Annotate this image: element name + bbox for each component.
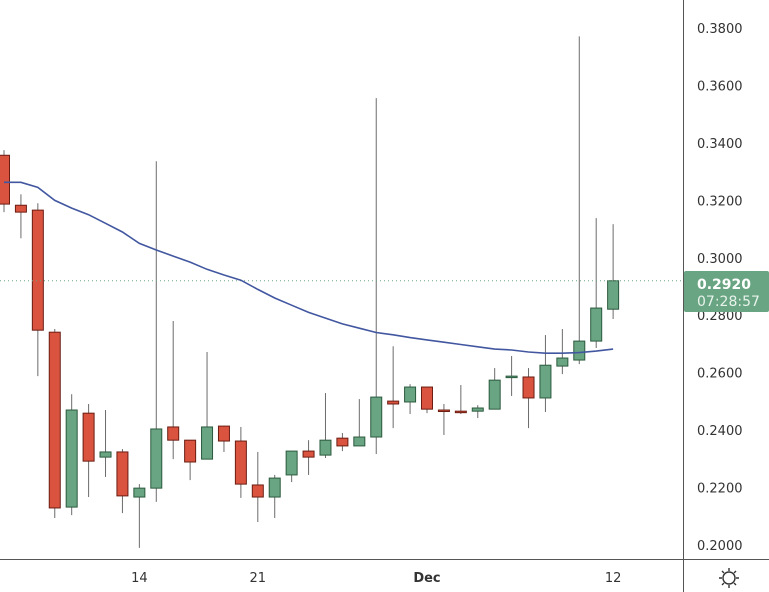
candle-body bbox=[471, 407, 484, 412]
candle-body bbox=[234, 440, 247, 485]
price-tick-label: 0.3400 bbox=[697, 137, 743, 152]
candle bbox=[65, 394, 78, 516]
candle-body bbox=[184, 439, 197, 463]
price-tick-label: 0.3000 bbox=[697, 252, 743, 267]
time-tick-label: 12 bbox=[605, 571, 622, 586]
candle bbox=[234, 426, 247, 498]
price-tick-label: 0.2200 bbox=[697, 482, 743, 497]
candle bbox=[133, 484, 146, 548]
candle bbox=[217, 425, 230, 452]
price-tick-label: 0.2400 bbox=[697, 424, 743, 439]
candle bbox=[556, 329, 569, 375]
candle-body bbox=[217, 425, 230, 442]
candle bbox=[505, 356, 518, 396]
candle bbox=[607, 224, 620, 319]
candle bbox=[522, 368, 535, 429]
candle bbox=[353, 399, 366, 447]
candle-body bbox=[285, 450, 298, 476]
candle-body bbox=[573, 340, 586, 361]
candle-body bbox=[251, 484, 264, 498]
candle-body bbox=[14, 204, 27, 213]
candle bbox=[471, 405, 484, 419]
candle-body bbox=[99, 451, 112, 458]
candle bbox=[539, 335, 552, 413]
candle bbox=[454, 385, 467, 415]
last-price-badge: 0.2920 07:28:57 bbox=[684, 271, 769, 312]
candle bbox=[285, 450, 298, 483]
candle-body bbox=[65, 409, 78, 508]
candle bbox=[82, 403, 95, 498]
candle-body bbox=[404, 386, 417, 403]
moving-average-line bbox=[4, 181, 614, 354]
candle-body bbox=[387, 400, 400, 405]
candle-body bbox=[454, 410, 467, 414]
candle-body bbox=[150, 428, 163, 489]
candle-body bbox=[268, 477, 281, 498]
price-tick-label: 0.2000 bbox=[697, 539, 743, 554]
candle bbox=[116, 449, 129, 514]
candle bbox=[184, 439, 197, 481]
candle bbox=[437, 403, 450, 436]
candles-layer bbox=[0, 36, 620, 548]
candle-body bbox=[370, 396, 383, 438]
price-tick-label: 0.3200 bbox=[697, 194, 743, 209]
time-tick-label: 21 bbox=[250, 571, 267, 586]
candle bbox=[387, 346, 400, 429]
candle-body bbox=[437, 409, 450, 413]
candle bbox=[404, 384, 417, 415]
candle-body bbox=[421, 386, 433, 410]
candle-body bbox=[336, 437, 349, 447]
candle bbox=[251, 451, 264, 523]
candle bbox=[421, 386, 433, 414]
last-price-value: 0.2920 bbox=[697, 277, 751, 293]
bar-countdown: 07:28:57 bbox=[697, 294, 760, 310]
price-tick-label: 0.3800 bbox=[697, 22, 743, 37]
time-tick-label: Dec bbox=[413, 571, 440, 586]
candle-body bbox=[319, 439, 332, 456]
candle-body bbox=[48, 331, 61, 509]
candle-body bbox=[116, 451, 129, 497]
candle-body bbox=[167, 426, 180, 441]
candle bbox=[48, 329, 61, 519]
candle-body bbox=[488, 379, 501, 410]
candle bbox=[319, 393, 332, 458]
price-axis[interactable]: 0.2000 0.2200 0.2400 0.2600 0.2800 0.3000 0.32… bbox=[697, 22, 743, 554]
candle-body bbox=[539, 364, 552, 399]
candle-body bbox=[82, 412, 95, 462]
candle bbox=[370, 98, 383, 454]
candle-body bbox=[133, 487, 146, 498]
price-tick-label: 0.2600 bbox=[697, 367, 743, 382]
sun-settings-icon[interactable] bbox=[719, 568, 739, 588]
candle-body bbox=[556, 357, 569, 367]
price-tick-label: 0.2800 bbox=[697, 309, 743, 324]
candle bbox=[150, 161, 163, 502]
candle bbox=[99, 410, 112, 477]
candle-body bbox=[590, 307, 603, 342]
candle bbox=[590, 218, 603, 348]
time-tick-label: 14 bbox=[131, 571, 148, 586]
candle bbox=[14, 194, 27, 239]
candle-body bbox=[302, 450, 315, 458]
candle bbox=[0, 150, 10, 213]
candle bbox=[268, 474, 281, 519]
candle-body bbox=[353, 436, 366, 447]
candle bbox=[201, 352, 214, 460]
candle-body bbox=[522, 376, 535, 399]
candle bbox=[488, 368, 501, 410]
candle-body bbox=[0, 154, 10, 205]
candle bbox=[167, 320, 180, 460]
candle-body bbox=[201, 426, 214, 460]
candle-body bbox=[607, 280, 620, 310]
candle-body bbox=[31, 209, 44, 331]
candle-body bbox=[505, 375, 518, 379]
candle bbox=[31, 203, 44, 377]
candle bbox=[302, 440, 315, 475]
candle bbox=[573, 36, 586, 365]
time-axis[interactable]: 14 21 Dec 12 bbox=[131, 571, 621, 586]
price-tick-label: 0.3600 bbox=[697, 79, 743, 94]
candle bbox=[336, 432, 349, 452]
